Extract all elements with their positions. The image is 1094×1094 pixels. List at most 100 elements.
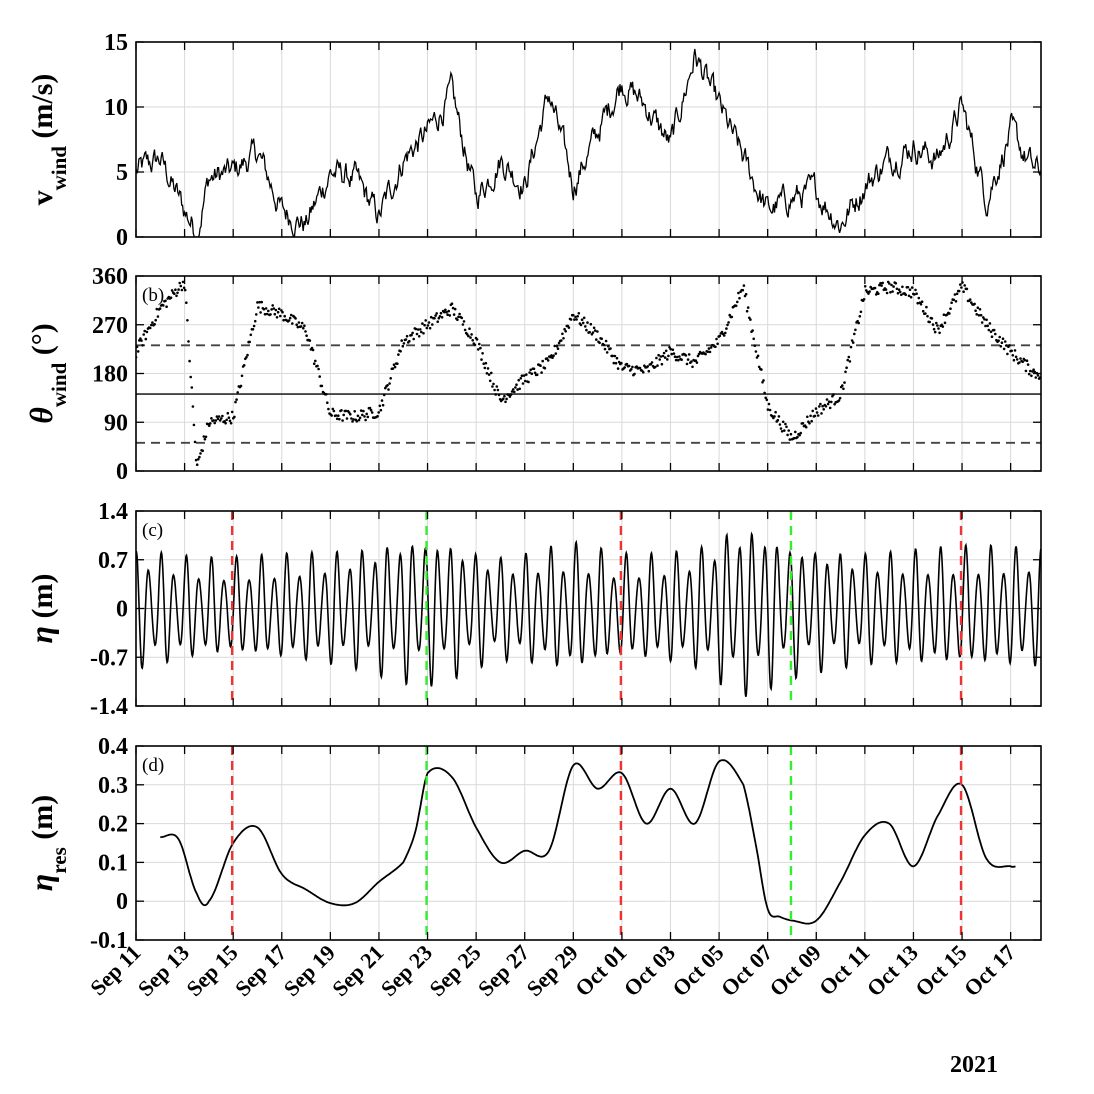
panel-4: -0.1 0 0.1 0.2 0.3 0.4 (d) ηres (m) (23, 734, 1042, 954)
data-point (399, 350, 402, 353)
data-point (603, 347, 607, 351)
data-point (276, 310, 280, 314)
data-point (655, 356, 658, 360)
data-point (289, 313, 293, 317)
data-point (811, 409, 814, 413)
data-point (483, 366, 487, 370)
data-point (977, 314, 981, 317)
data-point (349, 413, 352, 416)
data-point (485, 372, 489, 375)
data-point (345, 417, 349, 420)
data-point (1019, 357, 1022, 360)
data-point (684, 354, 688, 357)
data-point (615, 356, 619, 360)
y-axis-label: ηres (m) (23, 795, 71, 891)
data-point (928, 320, 931, 324)
data-point (625, 362, 629, 366)
data-point (279, 314, 282, 318)
data-point (874, 293, 878, 296)
data-point (577, 312, 581, 315)
data-point (794, 430, 797, 434)
x-tick-label: Oct 13 (862, 940, 923, 1001)
y-tick-label: 90 (104, 410, 128, 436)
data-point (561, 332, 564, 336)
data-point (320, 384, 324, 388)
data-point (916, 301, 919, 305)
data-point (532, 367, 536, 371)
data-point (275, 316, 279, 319)
data-point (359, 409, 363, 412)
data-point (888, 282, 891, 285)
data-point (656, 364, 659, 367)
data-point (543, 366, 547, 370)
x-tick-label: Oct 07 (716, 940, 777, 1001)
data-point (368, 406, 372, 410)
data-point (734, 304, 738, 308)
data-point (987, 328, 991, 332)
data-point (997, 339, 1000, 343)
data-point (796, 435, 799, 439)
data-point (1027, 372, 1031, 376)
data-point (580, 318, 584, 322)
data-point (490, 371, 493, 375)
data-point (661, 354, 665, 358)
y-tick-label: 0.2 (98, 812, 128, 838)
data-point (999, 345, 1003, 348)
data-point (473, 343, 477, 347)
data-point (242, 364, 246, 367)
data-point (447, 309, 451, 313)
data-point (667, 354, 670, 358)
data-point (505, 397, 508, 401)
data-point (245, 356, 248, 359)
data-point (777, 415, 781, 418)
data-point (579, 323, 583, 327)
y-axis-label-symbol: θ (23, 407, 59, 424)
x-tick-label: Sep 17 (230, 940, 291, 1001)
data-point (884, 288, 888, 291)
data-point (845, 366, 848, 370)
data-point (787, 429, 790, 432)
data-point (189, 375, 192, 379)
panel-frame (135, 41, 1042, 238)
data-point (724, 331, 727, 335)
x-tick-label: Oct 01 (570, 940, 631, 1001)
data-point (931, 323, 935, 326)
data-point (326, 401, 329, 405)
data-point (525, 373, 528, 376)
data-point (919, 302, 923, 306)
data-point (535, 373, 539, 377)
data-point (388, 382, 391, 385)
data-point (658, 358, 661, 361)
data-point (212, 419, 215, 422)
data-point (353, 410, 357, 413)
data-point (585, 328, 588, 332)
data-point (515, 383, 518, 387)
data-point (497, 393, 501, 397)
data-point (1010, 349, 1013, 353)
data-point (479, 346, 482, 350)
data-point (1005, 344, 1008, 347)
data-point (139, 337, 142, 340)
data-point (259, 311, 262, 314)
data-point (240, 374, 244, 378)
data-point (752, 337, 755, 341)
x-tick-label: Sep 13 (133, 940, 194, 1001)
data-point (417, 335, 421, 338)
data-point (988, 322, 992, 325)
data-point (431, 323, 434, 326)
data-point (519, 377, 523, 380)
data-point (263, 312, 267, 316)
data-point (408, 339, 411, 343)
data-point (400, 339, 404, 342)
data-point (913, 293, 916, 296)
data-point (140, 339, 143, 342)
data-point (517, 378, 520, 382)
data-point (492, 382, 495, 386)
data-point (158, 307, 162, 310)
x-tick-label: Oct 17 (959, 940, 1020, 1001)
data-point (576, 315, 579, 318)
data-point (785, 425, 788, 429)
data-point (363, 415, 366, 418)
data-point (1001, 337, 1005, 341)
data-point (527, 380, 530, 384)
